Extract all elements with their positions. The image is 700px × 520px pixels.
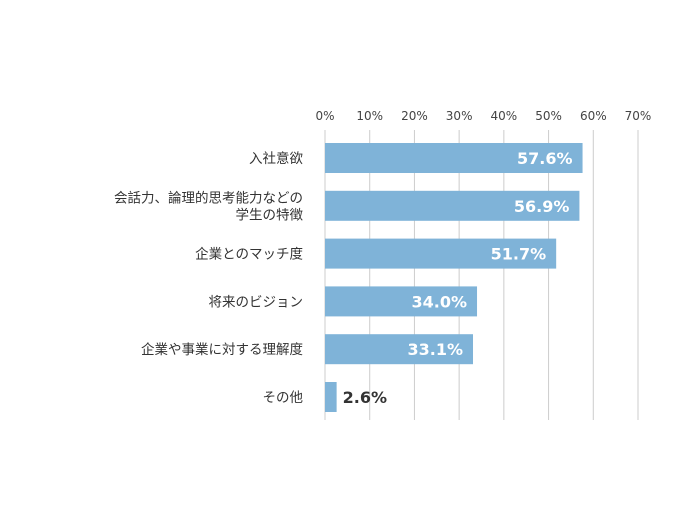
- bars: [325, 143, 583, 412]
- x-tick-label: 0%: [315, 109, 334, 123]
- x-tick-label: 20%: [401, 109, 428, 123]
- category-label: 将来のビジョン: [209, 294, 304, 310]
- category-label: 企業とのマッチ度: [195, 246, 303, 263]
- x-axis-ticks: 0% 10% 20% 30% 40% 50% 60% 70%: [315, 109, 651, 123]
- value-label: 34.0%: [412, 292, 468, 311]
- category-labels: 入社意欲会話力、論理的思考能力などの学生の特徴企業とのマッチ度将来のビジョン企業…: [114, 150, 303, 406]
- value-label: 51.7%: [491, 245, 547, 264]
- bar: [325, 382, 337, 412]
- value-label: 56.9%: [514, 197, 570, 216]
- x-tick-label: 40%: [491, 109, 518, 123]
- category-label: 企業や事業に対する理解度: [141, 341, 303, 358]
- x-tick-label: 70%: [625, 109, 652, 123]
- bar: [325, 143, 583, 173]
- bar: [325, 238, 557, 269]
- x-tick-label: 50%: [535, 109, 562, 123]
- x-tick-label: 10%: [356, 109, 383, 123]
- x-tick-label: 30%: [446, 109, 473, 123]
- value-label: 57.6%: [517, 149, 573, 168]
- bar: [325, 334, 474, 365]
- category-label: 入社意欲: [249, 150, 303, 167]
- category-label: 会話力、論理的思考能力などの: [114, 189, 303, 206]
- x-tick-label: 60%: [580, 109, 607, 123]
- category-label: その他: [263, 390, 304, 406]
- bar: [325, 286, 478, 317]
- grid-lines: [324, 130, 639, 420]
- value-label: 2.6%: [343, 388, 387, 407]
- bar: [325, 190, 580, 221]
- category-label: 学生の特徴: [236, 207, 304, 223]
- value-label: 33.1%: [407, 340, 463, 359]
- value-labels: 57.6% 56.9% 51.7% 34.0% 33.1% 2.6%: [343, 149, 573, 407]
